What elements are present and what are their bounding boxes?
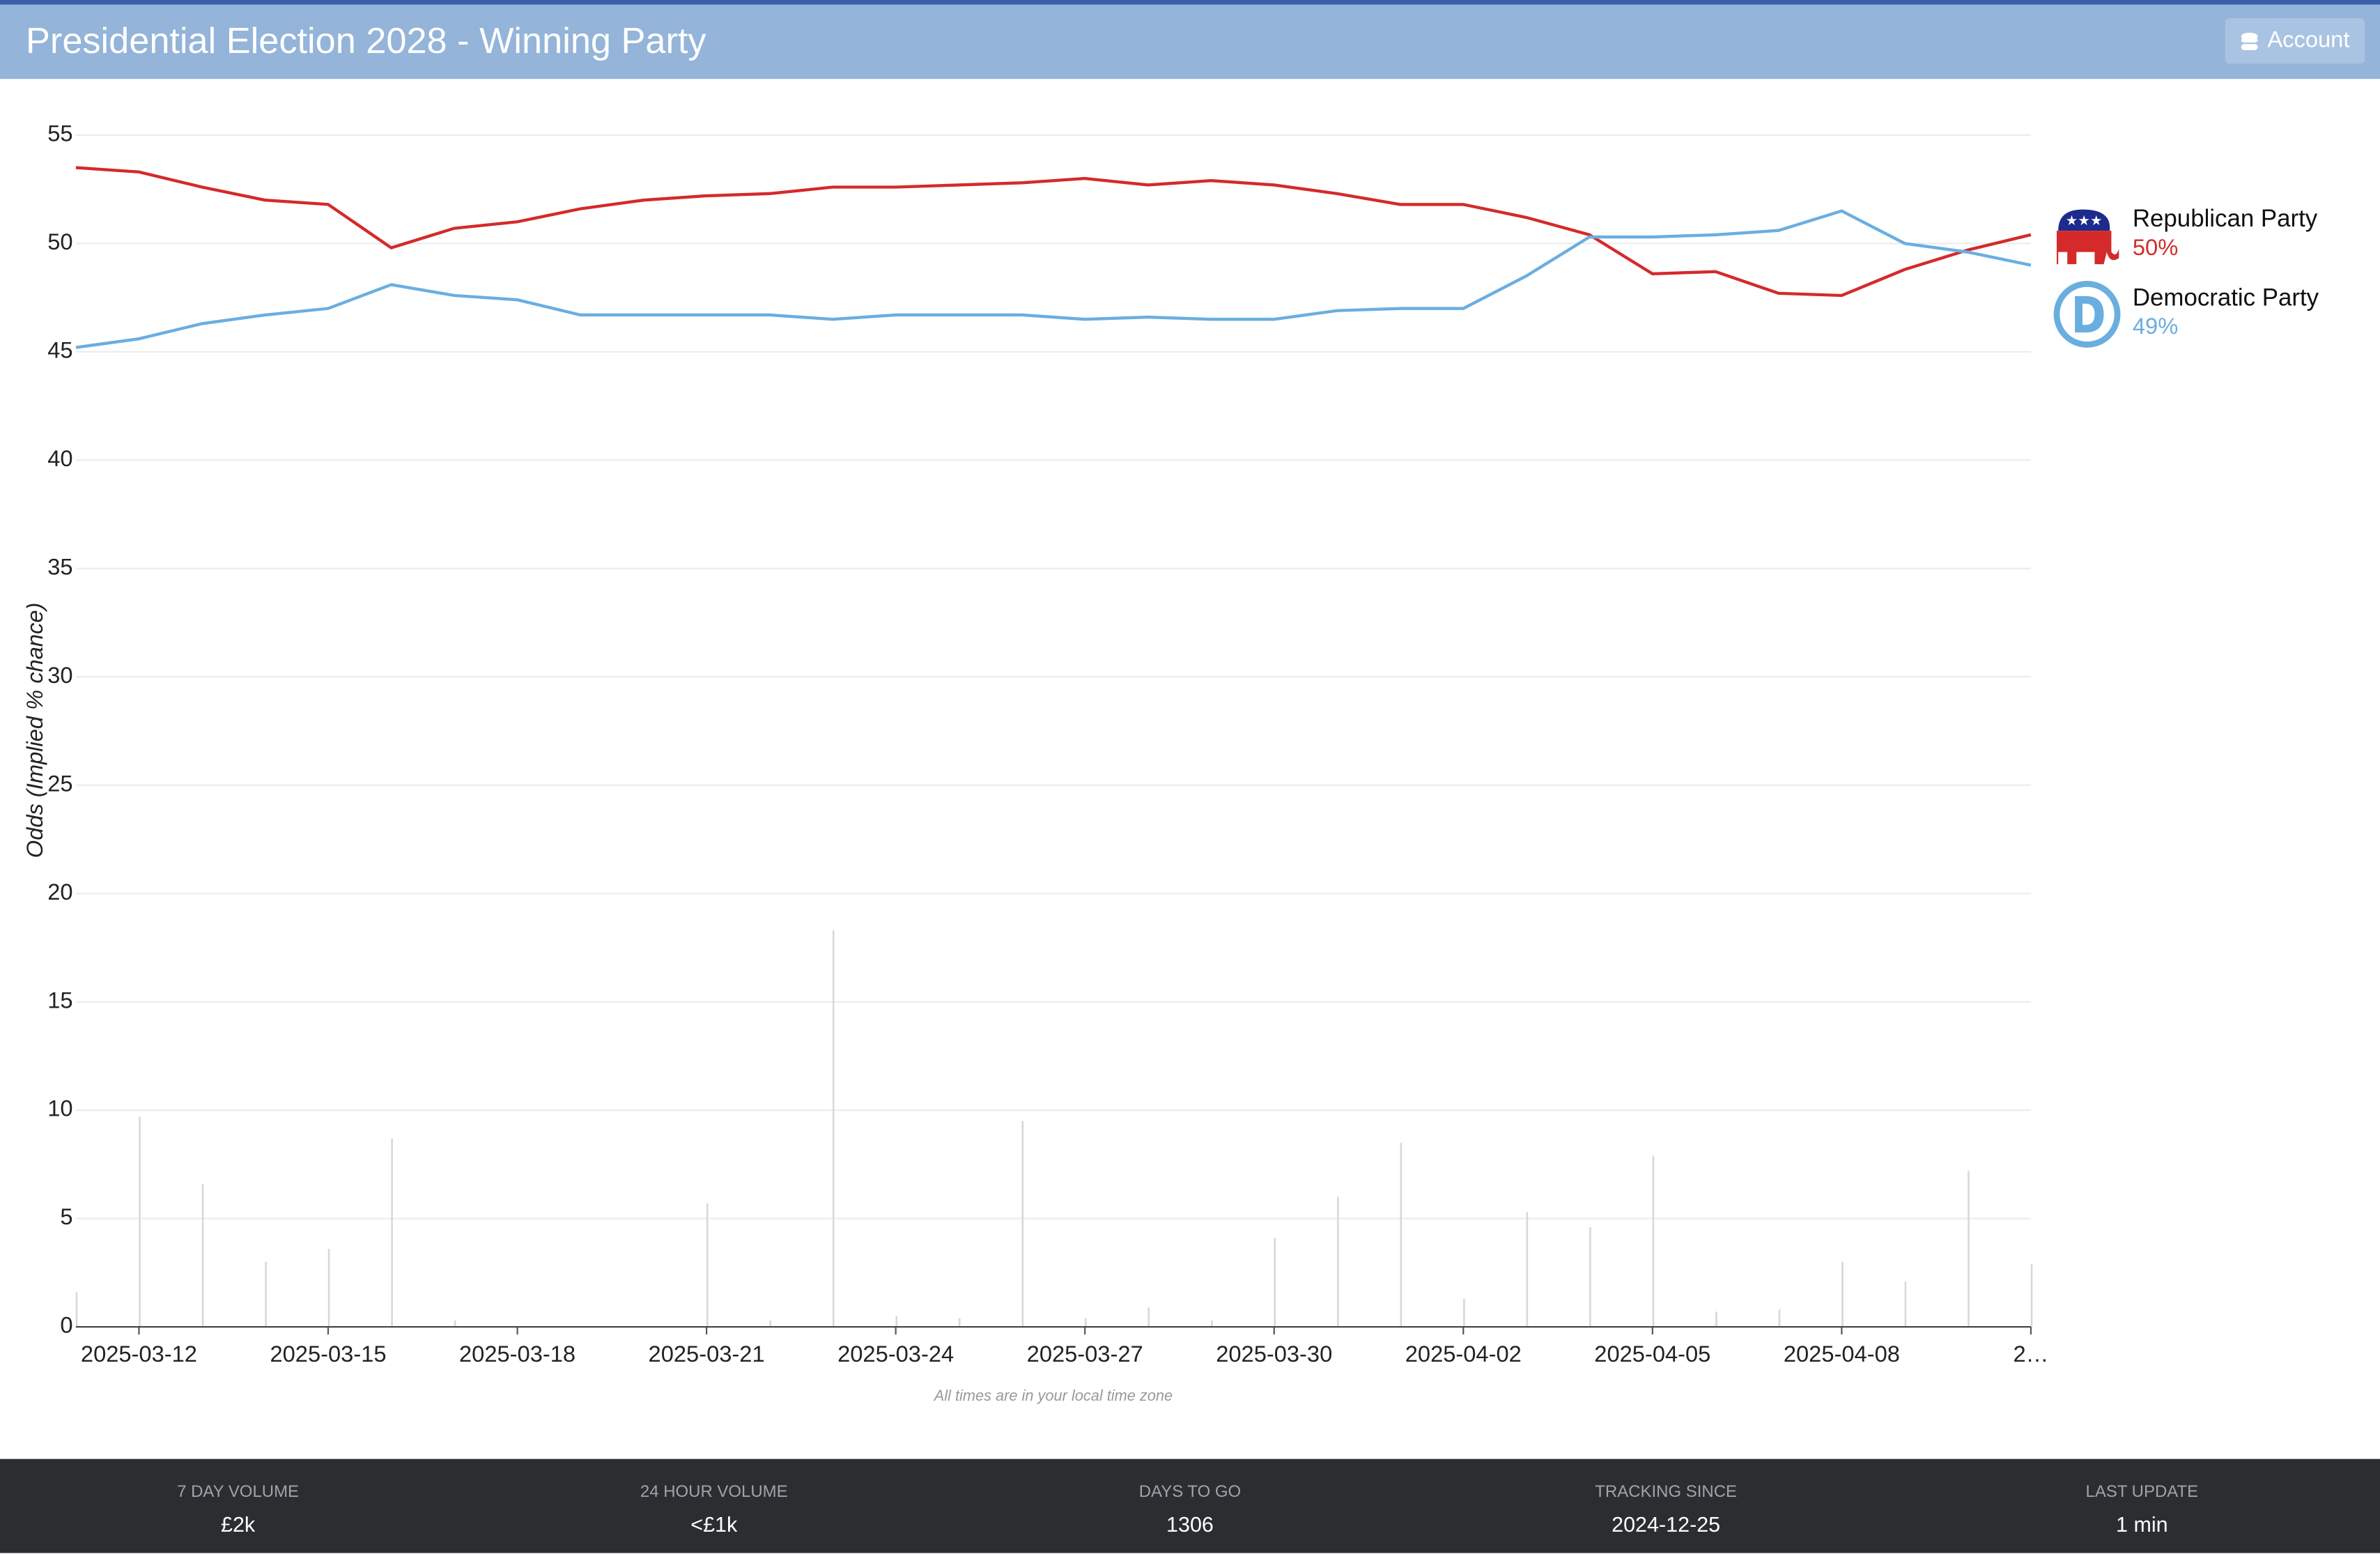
y-tick-label: 45 [47,337,72,362]
x-tick-label: 2025-03-15 [270,1341,386,1367]
stat: 24 HOUR VOLUME <£1k [476,1459,952,1553]
stat-value: 1 min [2116,1511,2168,1537]
series-line [75,166,2032,298]
stat: TRACKING SINCE 2024-12-25 [1428,1459,1904,1553]
page-title: Presidential Election 2028 - Winning Par… [26,21,706,63]
stat-value: <£1k [690,1511,738,1537]
republican-icon: ★★★ [2056,209,2119,265]
y-tick-label: 25 [47,770,72,796]
x-tick-label: 2025-03-30 [1216,1341,1332,1367]
account-button[interactable]: Account [2225,18,2365,64]
y-tick-label: 55 [47,121,72,146]
x-tick-label: 2025-03-21 [649,1341,765,1367]
plot: 0 5 10 15 20 25 30 35 40 45 50 55 2025-03-12 2025-03-… [47,121,2319,1367]
x-tick-label: 2025-04-05 [1594,1341,1710,1367]
stat-label: DAYS TO GO [1138,1483,1242,1502]
stat: LAST UPDATE 1 min [1904,1459,2380,1553]
y-tick-label: 10 [47,1095,72,1121]
y-tick-label: 40 [47,445,72,471]
x-tick-label: 2025-03-18 [459,1341,575,1367]
footer: 7 DAY VOLUME £2k 24 HOUR VOLUME <£1k DAYS TO… [0,1459,2380,1553]
y-tick-label: 5 [60,1203,72,1229]
stat-value: 1306 [1166,1511,1214,1537]
y-tick-label: 30 [47,662,72,688]
x-tick-label: 2025-04-02 [1405,1341,1522,1367]
democratic-icon [2053,281,2121,348]
stars: ★★★ [2066,213,2103,229]
legend-name: Democratic Party [2133,284,2319,311]
y-axis-label: Odds (Implied % chance) [22,603,47,859]
stat-label: TRACKING SINCE [1595,1483,1737,1502]
stat-label: 7 DAY VOLUME [177,1483,300,1502]
y-tick-label: 35 [47,553,72,579]
legend-value: 50% [2133,234,2178,260]
x-tick-label: 2025-03-24 [837,1341,954,1367]
stat-label: 24 HOUR VOLUME [640,1483,788,1502]
x-tick-label: 2025-04-08 [1784,1341,1900,1367]
stat-label: LAST UPDATE [2085,1483,2199,1502]
series-line [75,209,2032,349]
legend-value: 49% [2133,313,2178,339]
x-tick-label: 2025-03-12 [81,1341,197,1367]
x-tick-label: 2025-03-27 [1027,1341,1143,1367]
stat-value: 2024-12-25 [1612,1511,1721,1537]
stat-value: £2k [220,1511,256,1537]
stat: 7 DAY VOLUME £2k [0,1459,476,1553]
y-tick-label: 50 [47,229,72,254]
time-zone-note: All times are in your local time zone [933,1387,1173,1404]
y-tick-label: 0 [60,1312,72,1338]
account-icon [2241,31,2258,49]
x-tick-label: 2… [2014,1341,2049,1367]
y-tick-label: 20 [47,879,72,905]
legend-name: Republican Party [2133,205,2318,232]
y-tick-label: 15 [47,987,72,1013]
stat: DAYS TO GO 1306 [952,1459,1428,1553]
account-label: Account [2267,27,2350,54]
header: Presidential Election 2028 - Winning Par… [0,0,2380,79]
chart: 0 5 10 15 20 25 30 35 40 45 50 55 2025-03-12 2025-03-… [22,121,2319,1405]
